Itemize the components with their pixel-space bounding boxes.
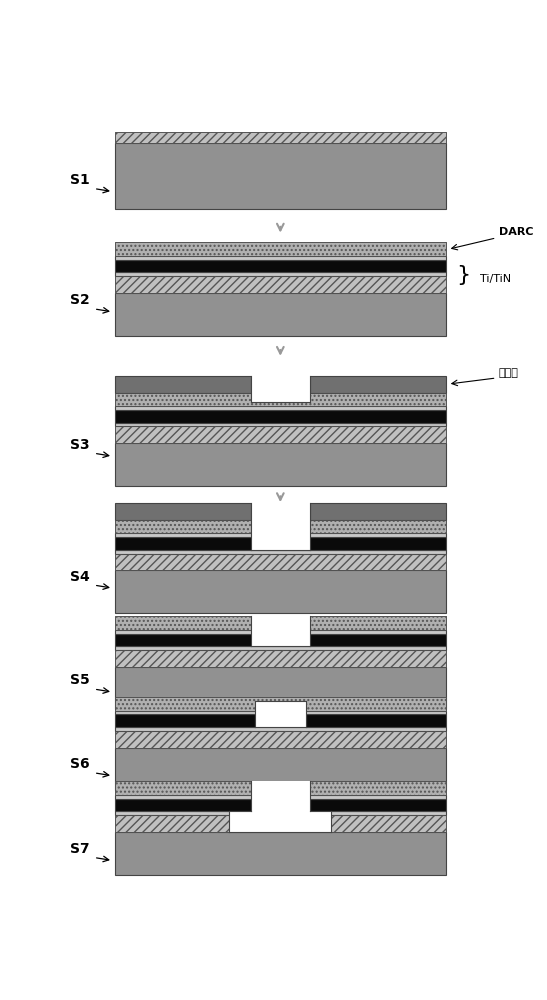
Bar xyxy=(310,781,446,795)
Bar xyxy=(115,697,446,711)
Bar xyxy=(115,443,446,486)
Text: S5: S5 xyxy=(71,673,90,687)
Bar xyxy=(115,697,446,711)
Bar xyxy=(115,714,255,727)
Bar xyxy=(115,731,446,748)
Text: S3: S3 xyxy=(71,438,90,452)
Bar xyxy=(115,276,446,293)
Bar xyxy=(115,533,446,537)
Bar xyxy=(115,132,446,143)
Text: S1: S1 xyxy=(71,173,90,187)
Bar xyxy=(115,143,446,209)
Bar xyxy=(251,376,310,402)
Bar xyxy=(115,256,446,260)
Bar xyxy=(115,426,446,443)
Bar xyxy=(115,426,446,443)
Bar xyxy=(115,242,446,256)
Bar xyxy=(115,781,251,795)
Bar xyxy=(310,781,446,795)
Bar xyxy=(115,650,446,667)
Bar xyxy=(310,503,446,520)
Bar xyxy=(310,520,446,533)
Bar xyxy=(251,616,310,646)
Bar xyxy=(115,727,446,731)
Bar xyxy=(230,811,331,832)
Bar xyxy=(115,815,446,832)
Bar xyxy=(115,634,446,646)
Bar xyxy=(115,406,446,410)
Bar xyxy=(115,781,251,795)
Text: }: } xyxy=(456,265,470,285)
Bar xyxy=(115,646,446,650)
Bar xyxy=(115,616,251,630)
Bar xyxy=(115,799,251,811)
Bar xyxy=(115,731,446,748)
Bar xyxy=(255,701,306,727)
Bar xyxy=(115,616,251,630)
Bar xyxy=(115,795,446,799)
Bar xyxy=(115,832,446,875)
Bar xyxy=(115,272,446,276)
Bar xyxy=(115,276,446,293)
Bar xyxy=(115,667,446,709)
Bar xyxy=(115,242,446,256)
Bar xyxy=(310,520,446,533)
Bar xyxy=(310,376,446,393)
Bar xyxy=(115,293,446,336)
Bar xyxy=(310,616,446,630)
Bar xyxy=(115,554,446,570)
Bar xyxy=(115,520,251,533)
Text: DARC: DARC xyxy=(499,227,533,237)
Text: S7: S7 xyxy=(71,842,90,856)
Bar xyxy=(310,799,446,811)
Text: S6: S6 xyxy=(71,757,90,771)
Bar xyxy=(115,503,251,520)
Bar xyxy=(115,132,446,143)
Bar xyxy=(115,650,446,667)
Bar xyxy=(115,393,446,406)
Bar xyxy=(251,503,310,550)
Bar xyxy=(115,550,446,554)
Bar xyxy=(115,520,251,533)
Bar xyxy=(115,748,446,790)
Bar xyxy=(115,410,446,423)
Bar xyxy=(251,781,310,811)
Bar xyxy=(115,260,446,272)
Bar xyxy=(115,537,446,550)
Bar xyxy=(115,376,251,393)
Text: S4: S4 xyxy=(71,570,90,584)
Bar xyxy=(115,423,446,426)
Text: Ti/TiN: Ti/TiN xyxy=(480,274,511,284)
Bar xyxy=(306,714,446,727)
Text: 光刻胶: 光刻胶 xyxy=(499,368,519,378)
Bar xyxy=(115,630,446,634)
Bar xyxy=(115,570,446,613)
Bar xyxy=(115,815,446,832)
Bar xyxy=(310,616,446,630)
Bar xyxy=(115,711,446,714)
Bar xyxy=(115,554,446,570)
Text: S2: S2 xyxy=(71,293,90,307)
Bar xyxy=(115,811,446,815)
Bar xyxy=(115,393,446,406)
